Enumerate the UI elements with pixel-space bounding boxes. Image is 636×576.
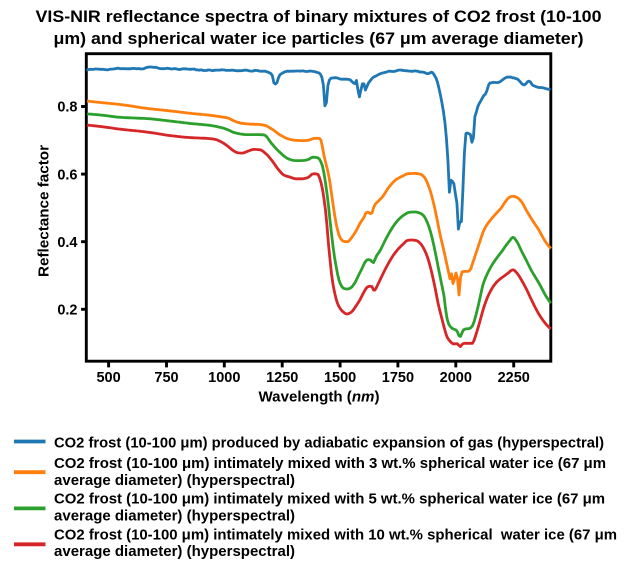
svg-text:0.8: 0.8 <box>57 100 77 116</box>
svg-text:μm) and spherical water ice pa: μm) and spherical water ice particles (6… <box>54 29 584 48</box>
svg-text:750: 750 <box>154 370 178 386</box>
svg-text:0.6: 0.6 <box>57 167 77 183</box>
svg-text:Reflectance factor: Reflectance factor <box>37 145 53 277</box>
svg-text:average diameter) (hyperspectr: average diameter) (hyperspectral) <box>54 544 295 560</box>
svg-text:1000: 1000 <box>208 370 240 386</box>
svg-text:VIS-NIR reflectance spectra of: VIS-NIR reflectance spectra of binary mi… <box>36 7 602 26</box>
svg-text:CO2 frost (10-100 μm) intimate: CO2 frost (10-100 μm) intimately mixed w… <box>54 491 605 507</box>
svg-text:CO2 frost (10-100 μm) produced: CO2 frost (10-100 μm) produced by adiaba… <box>54 436 604 452</box>
svg-text:500: 500 <box>96 370 120 386</box>
svg-text:average diameter) (hyperspectr: average diameter) (hyperspectral) <box>54 473 295 489</box>
svg-text:1250: 1250 <box>266 370 298 386</box>
svg-text:1500: 1500 <box>324 370 356 386</box>
svg-text:0.4: 0.4 <box>57 235 77 251</box>
svg-text:2000: 2000 <box>440 370 472 386</box>
svg-text:0.2: 0.2 <box>57 303 77 319</box>
svg-text:Wavelength (nm): Wavelength (nm) <box>259 390 380 406</box>
svg-text:average diameter) (hyperspectr: average diameter) (hyperspectral) <box>54 509 295 525</box>
svg-text:1750: 1750 <box>382 370 414 386</box>
svg-text:CO2 frost (10-100 μm) intimate: CO2 frost (10-100 μm) intimately mixed w… <box>54 456 606 472</box>
svg-text:CO2 frost (10-100 μm) intimate: CO2 frost (10-100 μm) intimately mixed w… <box>54 528 617 544</box>
svg-text:2250: 2250 <box>498 370 530 386</box>
